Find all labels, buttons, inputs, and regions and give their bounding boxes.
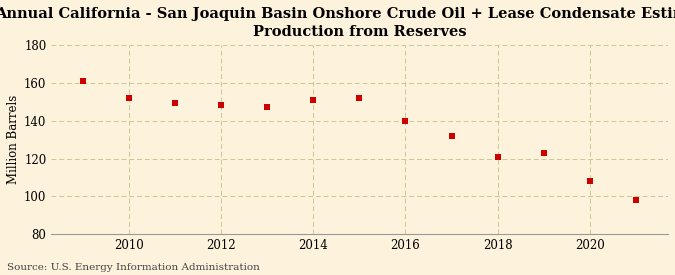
Point — [538, 151, 549, 155]
Point — [446, 134, 457, 138]
Point — [308, 98, 319, 102]
Y-axis label: Million Barrels: Million Barrels — [7, 95, 20, 184]
Text: Source: U.S. Energy Information Administration: Source: U.S. Energy Information Administ… — [7, 263, 260, 272]
Point — [400, 118, 411, 123]
Point — [124, 96, 134, 100]
Point — [354, 96, 364, 100]
Point — [492, 154, 503, 159]
Title: Annual California - San Joaquin Basin Onshore Crude Oil + Lease Condensate Estim: Annual California - San Joaquin Basin On… — [0, 7, 675, 39]
Point — [169, 101, 180, 106]
Point — [262, 105, 273, 109]
Point — [78, 79, 88, 83]
Point — [216, 103, 227, 108]
Point — [630, 198, 641, 202]
Point — [585, 179, 595, 183]
